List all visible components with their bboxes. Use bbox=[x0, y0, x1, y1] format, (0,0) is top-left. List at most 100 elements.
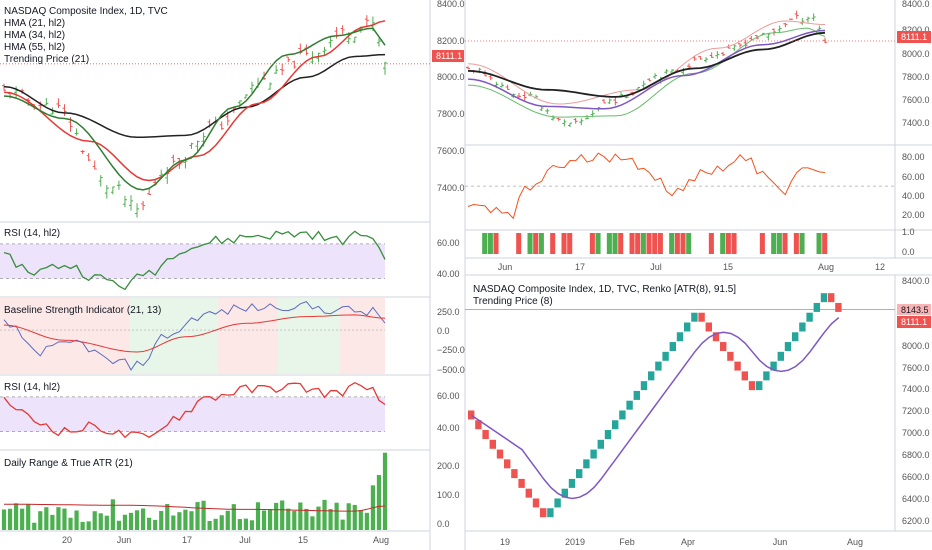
renko-brick bbox=[770, 361, 777, 371]
renko-brick bbox=[597, 439, 604, 449]
signal-bar bbox=[776, 233, 782, 254]
left-atr-pane[interactable] bbox=[1, 452, 388, 530]
hma21-line bbox=[3, 27, 386, 191]
renko-tick-7800: 8000.0 bbox=[902, 341, 930, 351]
range-bar bbox=[286, 508, 291, 530]
signal-bar bbox=[720, 233, 726, 254]
range-bar bbox=[86, 521, 91, 530]
left-baseline-strength-pane[interactable] bbox=[0, 298, 386, 374]
renko-brick bbox=[576, 469, 583, 479]
left-bsi-axis: 250.0 0.0 −250.0 −500.0 bbox=[437, 307, 465, 375]
range-bar bbox=[140, 508, 146, 530]
range-bar bbox=[147, 517, 152, 530]
range-bar bbox=[104, 515, 109, 530]
left-atr-axis: 200.0 100.0 0.0 bbox=[437, 461, 460, 529]
range-bar bbox=[304, 508, 309, 530]
range-bar bbox=[26, 503, 31, 530]
right-time-axis: Jun 17 Jul 15 Aug 12 bbox=[498, 262, 885, 272]
right-last-price-badge bbox=[897, 31, 931, 43]
range-bar bbox=[225, 510, 230, 530]
range-bar bbox=[62, 508, 67, 530]
signal-bar bbox=[822, 233, 828, 254]
right-signal-histogram[interactable] bbox=[482, 233, 828, 254]
left-time-jun: Jun bbox=[117, 535, 132, 545]
renko-time-axis: 19 2019 Feb Apr Jun Aug bbox=[500, 537, 863, 547]
renko-brick bbox=[604, 430, 612, 440]
osc-line bbox=[467, 152, 826, 220]
left-tick-8200: 8200.0 bbox=[437, 36, 465, 46]
renko-brick bbox=[612, 420, 619, 430]
renko-brick bbox=[727, 351, 734, 361]
range-bar bbox=[1, 509, 7, 530]
renko-brick bbox=[547, 508, 554, 518]
range-bar bbox=[261, 510, 267, 530]
renko-brick bbox=[568, 478, 576, 488]
right-time-jun: Jun bbox=[498, 262, 513, 272]
right-tick-8200: 8200.0 bbox=[902, 25, 930, 35]
rsi-line bbox=[3, 381, 386, 439]
range-bar bbox=[165, 504, 170, 530]
left-time-aug: Aug bbox=[373, 535, 389, 545]
right-oscillator-pane[interactable] bbox=[465, 152, 895, 220]
renko-brick bbox=[691, 312, 698, 322]
range-bar bbox=[213, 518, 218, 530]
left-legend-hma55: HMA (55, hl2) bbox=[4, 42, 65, 53]
right-tick-8400: 8400.0 bbox=[902, 0, 930, 9]
renko-brick bbox=[763, 371, 770, 381]
range-bar bbox=[328, 509, 333, 530]
left-rsi1-tick-40: 40.00 bbox=[437, 269, 460, 279]
left-rsi2-tick-40: 40.00 bbox=[437, 423, 460, 433]
renko-brick bbox=[489, 439, 496, 449]
bsi-background-zone bbox=[218, 298, 278, 374]
range-bar bbox=[195, 502, 200, 530]
signal-bar bbox=[816, 233, 822, 254]
left-rsi2-label: RSI (14, hl2) bbox=[4, 382, 60, 393]
renko-brick bbox=[684, 322, 691, 332]
bsi-background-zone bbox=[130, 298, 218, 374]
left-legend-hma21: HMA (21, hl2) bbox=[4, 18, 65, 29]
renko-brick bbox=[561, 488, 568, 498]
range-bar bbox=[7, 508, 13, 530]
bsi-background-zone bbox=[278, 298, 340, 374]
left-price-pane[interactable] bbox=[0, 15, 430, 218]
range-bar bbox=[310, 516, 315, 530]
signal-bar bbox=[589, 233, 595, 254]
right-tick-7800: 7800.0 bbox=[902, 72, 930, 82]
signal-bar bbox=[674, 233, 680, 254]
right-trend-line bbox=[467, 29, 826, 110]
signal-bar bbox=[640, 233, 646, 254]
left-bsi-label: Baseline Strength Indicator (21, 13) bbox=[4, 305, 161, 316]
range-bar bbox=[80, 521, 85, 530]
right-time-aug: Aug bbox=[818, 262, 834, 272]
left-legend-title: NASDAQ Composite Index, 1D, TVC bbox=[4, 6, 168, 17]
signal-bar bbox=[533, 233, 539, 254]
range-bar bbox=[50, 514, 55, 530]
left-rsi-pane[interactable] bbox=[0, 230, 386, 291]
renko-brick bbox=[799, 322, 806, 332]
renko-price-axis: 8400.0 8000.0 7600.0 7400.0 7200.0 7000.… bbox=[902, 276, 930, 526]
renko-trend-line bbox=[471, 317, 840, 500]
renko-pane[interactable] bbox=[465, 293, 895, 518]
left-time-15: 15 bbox=[298, 535, 308, 545]
left-rsi1-axis: 60.00 40.00 bbox=[437, 238, 460, 279]
bsi-strength-line bbox=[3, 301, 386, 371]
signal-bar bbox=[708, 233, 714, 254]
signal-bar bbox=[618, 233, 624, 254]
range-bar bbox=[128, 512, 134, 530]
renko-brick bbox=[648, 371, 655, 381]
bsi-background-zone bbox=[340, 298, 385, 374]
renko-brick bbox=[554, 498, 561, 508]
renko-box-price-badge bbox=[897, 304, 931, 315]
renko-brick bbox=[640, 381, 648, 391]
right-tick-7600: 7600.0 bbox=[902, 95, 930, 105]
right-price-axis: 8400.0 8200.0 8000.0 7800.0 7600.0 7400.… bbox=[902, 0, 930, 128]
left-rsi2-pane[interactable] bbox=[0, 381, 386, 439]
left-atr-label: Daily Range & True ATR (21) bbox=[4, 458, 133, 469]
left-tick-7800: 7800.0 bbox=[437, 109, 465, 119]
right-time-17: 17 bbox=[575, 262, 585, 272]
range-bar bbox=[274, 502, 279, 530]
right-price-pane[interactable] bbox=[465, 10, 895, 127]
rsi-band bbox=[0, 396, 385, 432]
renko-brick bbox=[828, 293, 835, 303]
